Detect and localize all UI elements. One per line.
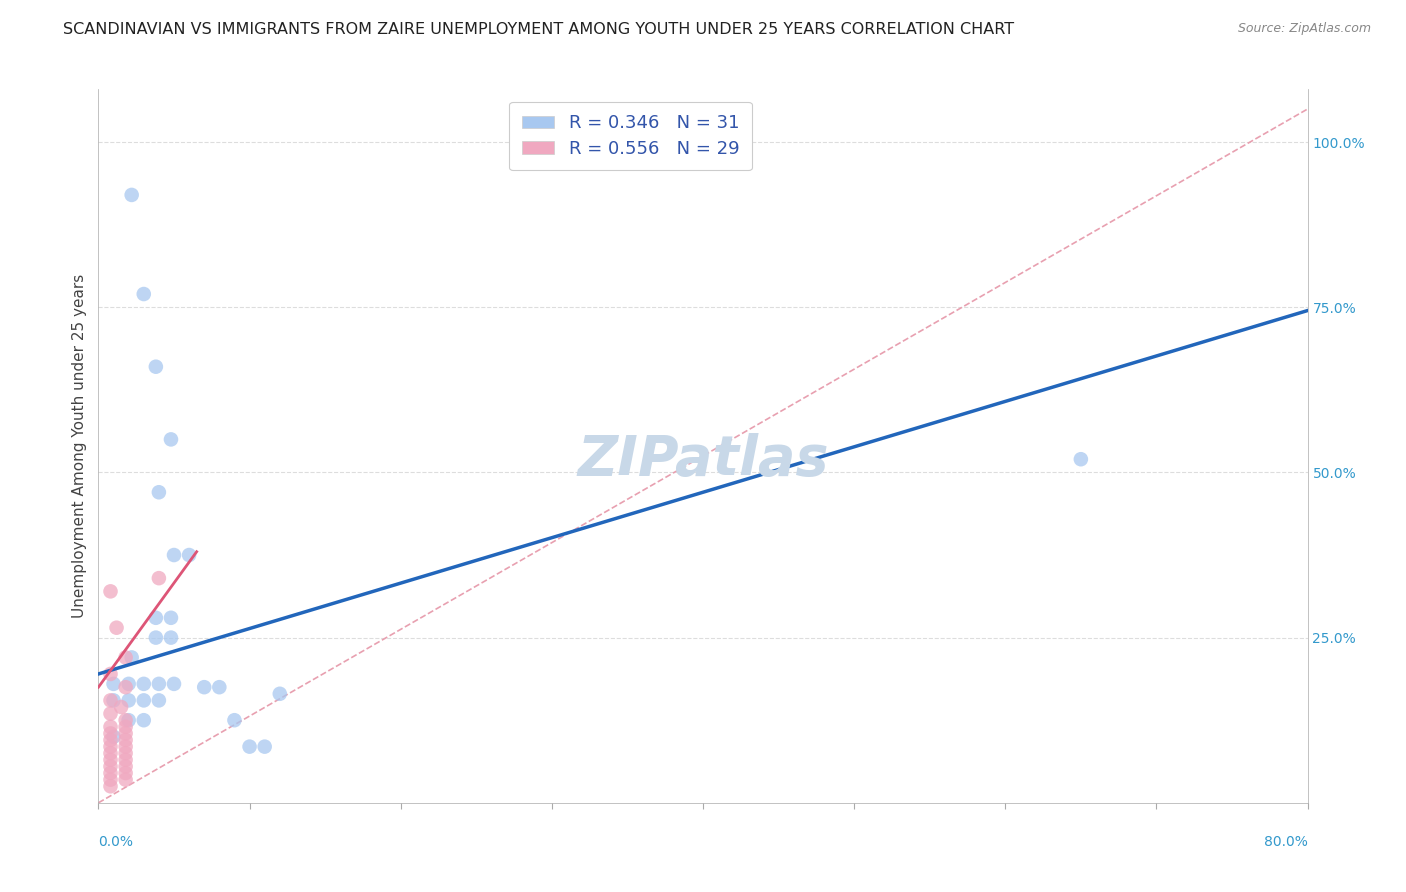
Point: [103, 677, 125, 691]
Point: [100, 739, 122, 754]
Point: [145, 611, 167, 625]
Text: SCANDINAVIAN VS IMMIGRANTS FROM ZAIRE UNEMPLOYMENT AMONG YOUTH UNDER 25 YEARS CO: SCANDINAVIAN VS IMMIGRANTS FROM ZAIRE UN…: [63, 22, 1014, 37]
Point: [100, 766, 122, 780]
Point: [105, 621, 128, 635]
Point: [253, 739, 276, 754]
Point: [100, 693, 122, 707]
Point: [114, 733, 136, 747]
Point: [100, 759, 122, 773]
Point: [100, 720, 122, 734]
Point: [145, 359, 167, 374]
Point: [114, 713, 136, 727]
Point: [179, 548, 201, 562]
Point: [118, 713, 141, 727]
Point: [114, 726, 136, 740]
Point: [100, 779, 122, 793]
Point: [145, 631, 167, 645]
Point: [121, 188, 143, 202]
Legend: R = 0.346   N = 31, R = 0.556   N = 29: R = 0.346 N = 31, R = 0.556 N = 29: [509, 102, 752, 170]
Point: [132, 287, 155, 301]
Point: [160, 611, 183, 625]
Point: [114, 720, 136, 734]
Point: [148, 693, 170, 707]
Point: [114, 759, 136, 773]
Point: [208, 680, 231, 694]
Point: [110, 700, 132, 714]
Point: [160, 631, 183, 645]
Point: [114, 746, 136, 760]
Point: [114, 766, 136, 780]
Point: [239, 739, 262, 754]
Point: [114, 772, 136, 787]
Y-axis label: Unemployment Among Youth under 25 years: Unemployment Among Youth under 25 years: [72, 274, 87, 618]
Point: [114, 680, 136, 694]
Point: [193, 680, 215, 694]
Text: 80.0%: 80.0%: [1264, 835, 1308, 849]
Point: [100, 706, 122, 721]
Point: [114, 650, 136, 665]
Point: [100, 746, 122, 760]
Point: [132, 713, 155, 727]
Point: [103, 693, 125, 707]
Point: [100, 733, 122, 747]
Point: [100, 584, 122, 599]
Point: [148, 677, 170, 691]
Point: [163, 677, 186, 691]
Point: [163, 548, 186, 562]
Text: 0.0%: 0.0%: [98, 835, 134, 849]
Point: [224, 713, 246, 727]
Point: [132, 693, 155, 707]
Point: [118, 693, 141, 707]
Point: [148, 571, 170, 585]
Point: [121, 650, 143, 665]
Point: [100, 667, 122, 681]
Point: [100, 726, 122, 740]
Point: [148, 485, 170, 500]
Point: [114, 739, 136, 754]
Point: [114, 753, 136, 767]
Point: [269, 687, 291, 701]
Point: [1070, 452, 1092, 467]
Text: ZIPatlas: ZIPatlas: [578, 434, 828, 487]
Point: [160, 433, 183, 447]
Point: [100, 772, 122, 787]
Text: Source: ZipAtlas.com: Source: ZipAtlas.com: [1237, 22, 1371, 36]
Point: [103, 730, 125, 744]
Point: [100, 753, 122, 767]
Point: [132, 677, 155, 691]
Point: [118, 677, 141, 691]
